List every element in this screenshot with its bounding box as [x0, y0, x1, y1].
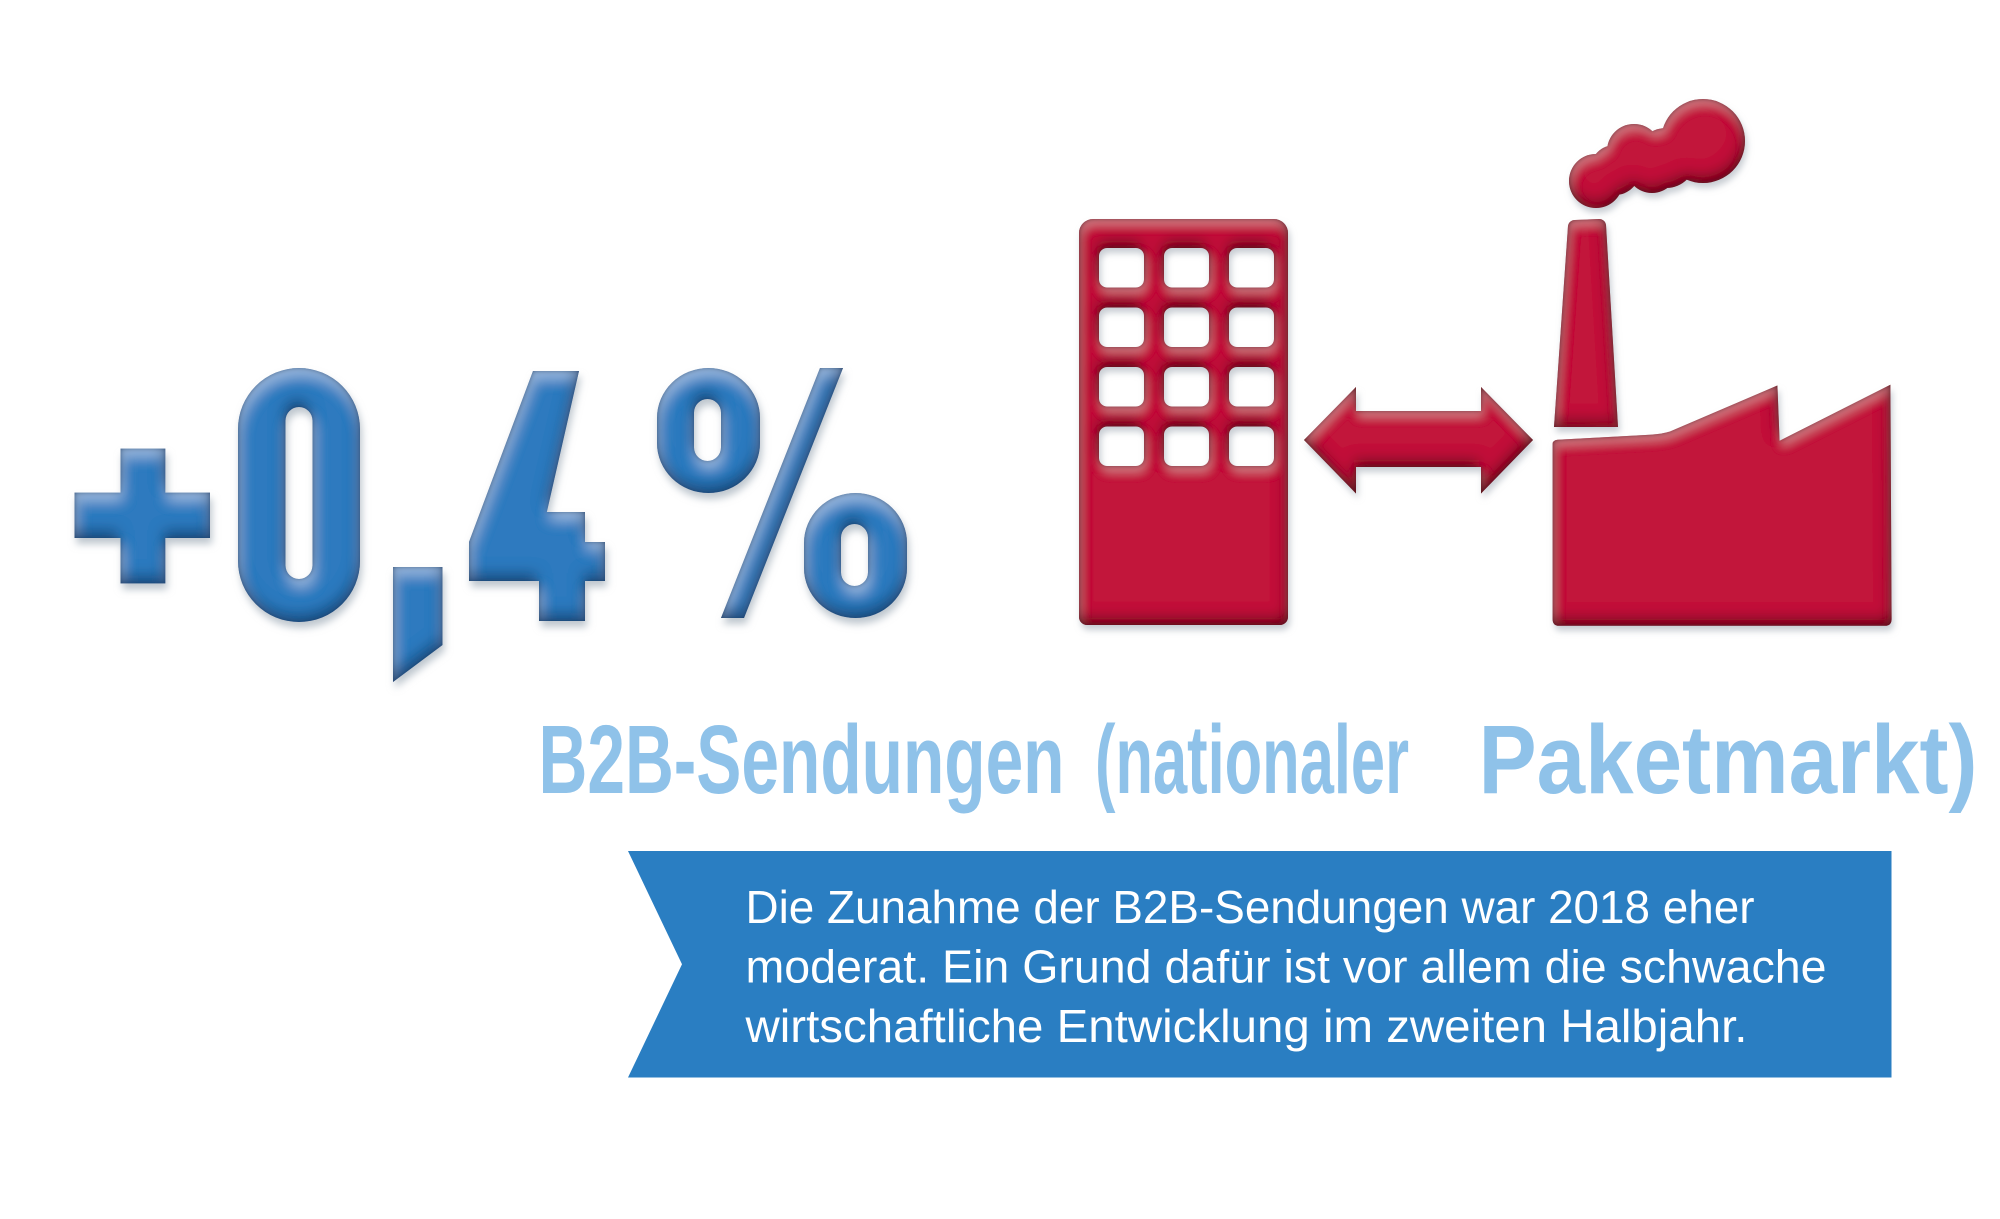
- svg-text:moderat. Ein Grund dafür ist v: moderat. Ein Grund dafür ist vor allem d…: [746, 941, 1827, 993]
- svg-text:Paketmarkt): Paketmarkt): [1479, 705, 1978, 814]
- svg-text:B2B-Sendungen: B2B-Sendungen: [539, 705, 1065, 814]
- svg-text:wirtschaftliche Entwicklung im: wirtschaftliche Entwicklung im zweiten H…: [744, 1000, 1747, 1052]
- svg-text:Die Zunahme der B2B-Sendungen: Die Zunahme der B2B-Sendungen war 2018 e…: [746, 881, 1755, 933]
- svg-text:(nationaler: (nationaler: [1095, 705, 1409, 814]
